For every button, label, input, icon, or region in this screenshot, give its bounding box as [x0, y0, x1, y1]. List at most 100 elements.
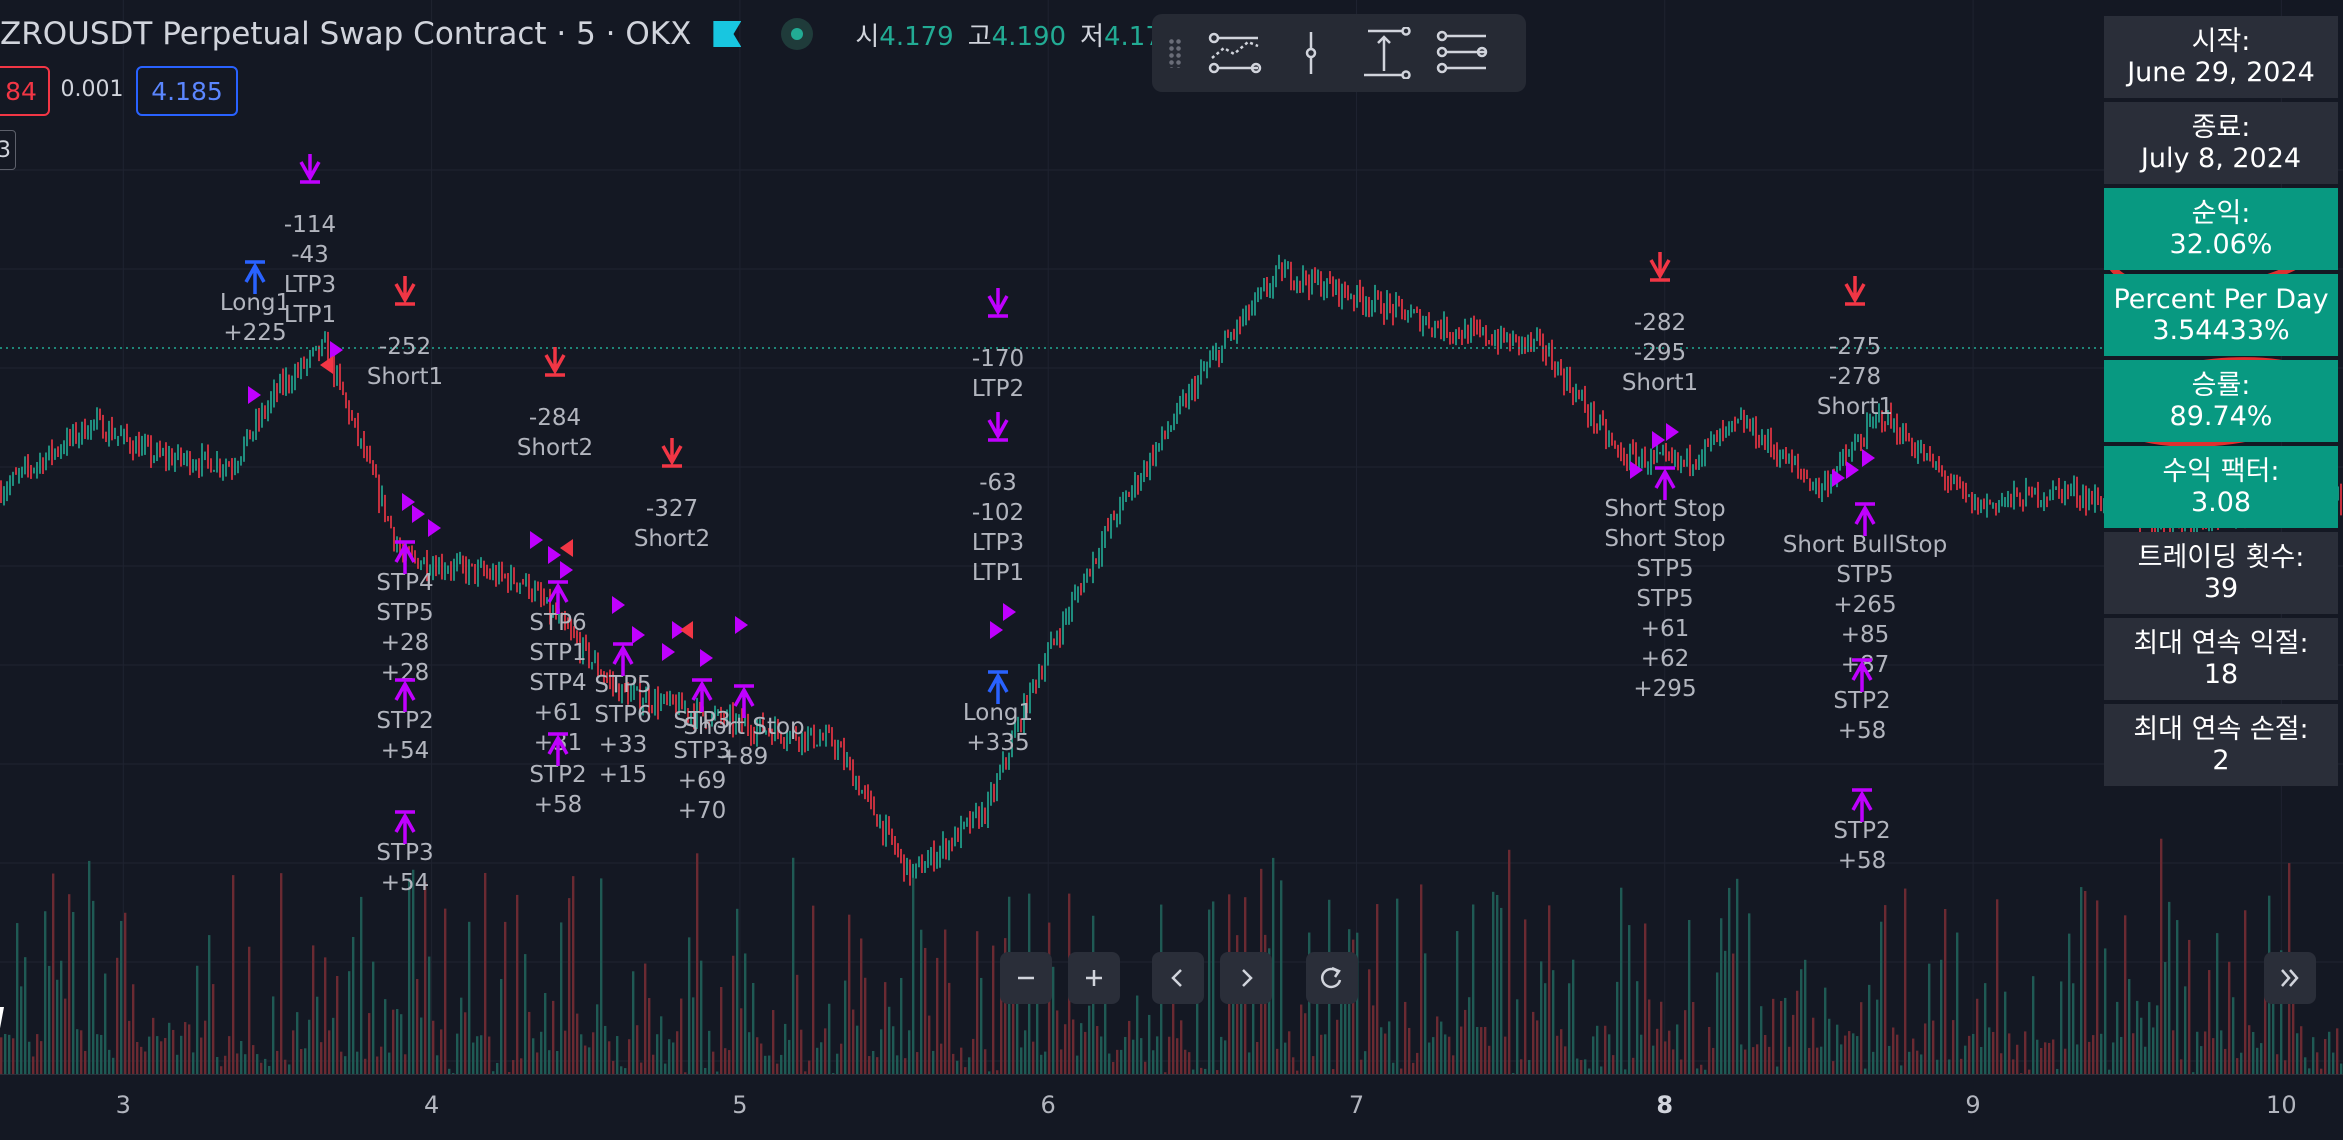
- measure-icon[interactable]: [1356, 22, 1418, 84]
- volume-bar: [420, 1017, 423, 1074]
- volume-bar: [1788, 1046, 1791, 1074]
- volume-bar: [928, 1015, 931, 1074]
- volume-bar: [1360, 1059, 1363, 1074]
- flag-icon[interactable]: [713, 21, 742, 47]
- volume-bar: [500, 979, 503, 1074]
- buy-price-button[interactable]: 4.185: [136, 66, 238, 116]
- stat-value: 39: [2203, 573, 2239, 604]
- reset-chart-button[interactable]: [1306, 952, 1358, 1004]
- indicator-legend-toggle[interactable]: 3: [0, 130, 16, 170]
- volume-bar: [580, 1034, 583, 1074]
- volume-bar: [1652, 1045, 1655, 1074]
- time-tick-label: 7: [1348, 1091, 1365, 1119]
- volume-bar: [1300, 1004, 1303, 1074]
- volume-bar: [312, 945, 315, 1074]
- trade-arrow: [987, 412, 1009, 442]
- volume-bar: [764, 1055, 767, 1074]
- volume-bar: [600, 878, 603, 1074]
- volume-bar: [560, 922, 563, 1074]
- volume-bar: [1840, 1044, 1843, 1074]
- volume-bar: [1984, 983, 1987, 1074]
- volume-bar: [1432, 1037, 1435, 1074]
- volume-bar: [228, 1036, 231, 1074]
- volume-bar: [1280, 880, 1283, 1074]
- drag-handle-icon[interactable]: [1168, 38, 1182, 68]
- volume-bar: [1208, 909, 1211, 1074]
- zoom-out-button[interactable]: [1000, 952, 1052, 1004]
- volume-bar: [32, 1056, 35, 1074]
- volume-bar: [740, 1008, 743, 1074]
- volume-bar: [952, 1053, 955, 1074]
- volume-bar: [1180, 1020, 1183, 1074]
- trade-arrow: [612, 642, 634, 676]
- volume-bar: [980, 977, 983, 1074]
- volume-bar: [832, 1073, 835, 1074]
- entry-triangle: [402, 493, 415, 511]
- volume-bar: [524, 954, 527, 1074]
- volume-bar: [424, 882, 427, 1074]
- settings-lines-icon[interactable]: [1432, 22, 1494, 84]
- exit-triangle: [680, 621, 693, 639]
- volume-bar: [536, 1052, 539, 1074]
- volume-bar: [552, 1000, 555, 1074]
- volume-bar: [1488, 1045, 1491, 1074]
- volume-bar: [1772, 998, 1775, 1074]
- volume-bar: [1952, 1020, 1955, 1074]
- volume-bar: [1224, 1040, 1227, 1074]
- long-position-icon[interactable]: [1204, 22, 1266, 84]
- symbol-title[interactable]: ZROUSDT Perpetual Swap Contract · 5 · OK…: [0, 16, 692, 52]
- volume-bar: [1536, 1020, 1539, 1074]
- volume-bar: [2232, 997, 2235, 1074]
- volume-bar: [2012, 1059, 2015, 1074]
- chevron-right-icon: [1242, 969, 1253, 987]
- volume-bar: [1380, 1027, 1383, 1074]
- volume-bar: [1696, 1068, 1699, 1074]
- time-axis[interactable]: 3 4 5 6 7 8 9 10: [0, 1074, 2343, 1140]
- volume-bar: [484, 872, 487, 1074]
- volume-bar: [672, 1042, 675, 1074]
- volume-bar: [1188, 1052, 1191, 1074]
- volume-bar: [2048, 1042, 2051, 1074]
- volume-bar: [160, 1041, 163, 1074]
- zoom-in-button[interactable]: [1068, 952, 1120, 1004]
- volume-bar: [1004, 938, 1007, 1074]
- scroll-left-button[interactable]: [1152, 952, 1204, 1004]
- chevron-left-icon: [1171, 969, 1182, 987]
- trade-arrow: [733, 684, 755, 718]
- volume-bar: [1320, 1034, 1323, 1074]
- volume-bar: [1692, 1002, 1695, 1074]
- volume-bar: [1132, 1039, 1135, 1074]
- volume-bar: [148, 1036, 151, 1074]
- volume-bar: [1356, 932, 1359, 1074]
- volume-bar: [1580, 1059, 1583, 1074]
- volume-bar: [1712, 1047, 1715, 1074]
- volume-bar: [1524, 919, 1527, 1074]
- volume-bar: [324, 957, 327, 1074]
- volume-bar: [696, 853, 699, 1074]
- volume-bar: [244, 1054, 247, 1074]
- volume-bar: [1044, 1051, 1047, 1074]
- volume-bar: [2212, 1038, 2215, 1074]
- volume-bar: [280, 873, 283, 1074]
- volume-bar: [1520, 1059, 1523, 1074]
- volume-bar: [1156, 1036, 1159, 1074]
- sell-price-button[interactable]: 84: [0, 66, 50, 116]
- volume-bar: [1796, 990, 1799, 1074]
- trade-label: STP2 +54: [376, 708, 433, 764]
- vertical-line-icon[interactable]: [1280, 22, 1342, 84]
- volume-bar: [768, 1055, 771, 1074]
- trade-label: STP4 STP5 +28 +28: [376, 570, 433, 686]
- volume-bar: [1972, 1033, 1975, 1074]
- volume-bar: [1216, 1070, 1219, 1074]
- volume-bar: [1396, 898, 1399, 1074]
- market-status-icon[interactable]: [781, 18, 814, 50]
- volume-bar: [288, 1064, 291, 1074]
- volume-bar: [612, 1060, 615, 1074]
- trade-label: -114 -43 LTP3 LTP1: [284, 212, 336, 328]
- volume-bar: [2084, 890, 2087, 1074]
- scroll-to-realtime-button[interactable]: [2264, 952, 2316, 1004]
- volume-bar: [728, 1050, 731, 1074]
- scroll-right-button[interactable]: [1220, 952, 1272, 1004]
- volume-bar: [648, 998, 651, 1074]
